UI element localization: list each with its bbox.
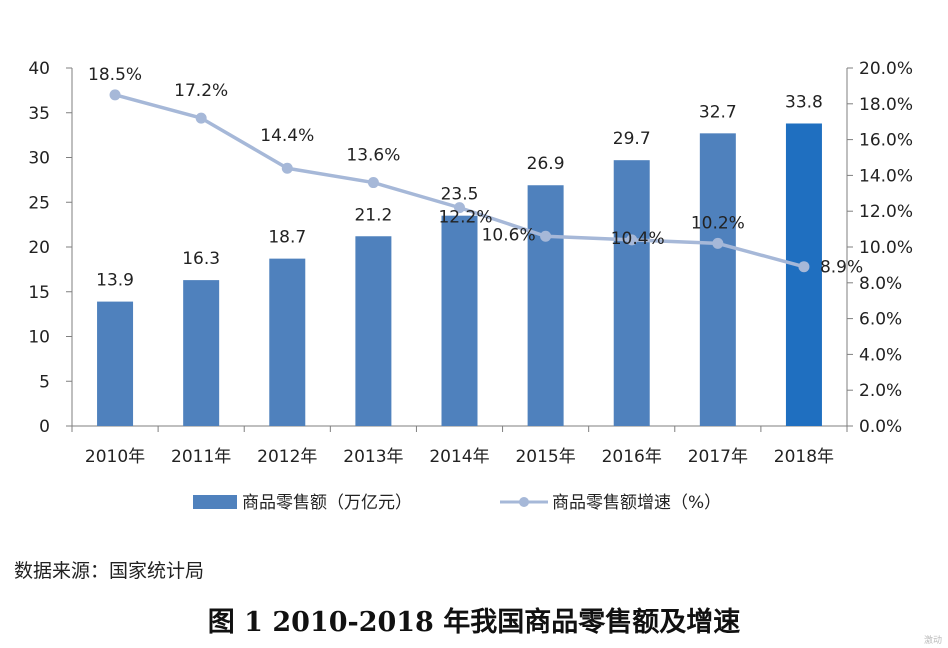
figure-caption: 图 1 2010-2018 年我国商品零售额及增速 xyxy=(207,607,741,638)
right-axis-tick-label: 14.0% xyxy=(859,166,913,186)
right-axis-tick-label: 4.0% xyxy=(859,345,902,365)
growth-value-label: 10.6% xyxy=(482,225,536,245)
bar xyxy=(183,280,220,426)
growth-point xyxy=(454,202,465,214)
right-axis-tick-label: 12.0% xyxy=(859,202,913,222)
left-axis-tick-label: 20 xyxy=(28,238,50,258)
bar-value-label: 16.3 xyxy=(182,249,220,269)
bar xyxy=(97,301,134,426)
legend-bar-label: 商品零售额（万亿元） xyxy=(242,493,412,513)
legend-line-marker xyxy=(519,497,529,507)
bar xyxy=(785,123,822,427)
chart: 0 5 10 15 20 25 30 35 40 0.0% 2.0% 4.0% 6.0% 8.0% 10.0… xyxy=(28,59,913,513)
right-axis-tick-label: 0.0% xyxy=(859,417,902,437)
growth-point xyxy=(281,162,293,174)
x-axis-tick-label: 2016年 xyxy=(602,447,662,467)
bar-value-label: 23.5 xyxy=(441,185,479,205)
growth-value-label: 10.2% xyxy=(691,213,745,233)
x-axis-tick-label: 2013年 xyxy=(343,447,403,467)
x-axis-tick-label: 2017年 xyxy=(688,447,748,467)
left-axis-tick-label: 0 xyxy=(39,417,50,437)
right-axis-tick-label: 18.0% xyxy=(859,95,913,115)
x-axis-tick-label: 2014年 xyxy=(429,447,489,467)
x-axis-tick-label: 2011年 xyxy=(171,447,231,467)
growth-point xyxy=(712,237,724,249)
growth-value-label: 12.2% xyxy=(438,208,492,228)
growth-value-label: 8.9% xyxy=(820,258,863,278)
bar-value-label: 32.7 xyxy=(699,102,737,122)
left-axis-tick-label: 30 xyxy=(28,149,50,169)
right-axis-tick-label: 8.0% xyxy=(859,274,902,294)
growth-value-label: 13.6% xyxy=(346,146,400,166)
right-axis-tick-label: 10.0% xyxy=(859,238,913,258)
growth-value-label: 17.2% xyxy=(174,81,228,101)
x-axis-tick-label: 2018年 xyxy=(774,447,834,467)
left-axis-tick-label: 40 xyxy=(28,59,50,79)
legend: 商品零售额（万亿元） 商品零售额增速（%） xyxy=(193,493,721,513)
growth-point xyxy=(367,177,379,189)
left-axis-tick-label: 10 xyxy=(28,328,50,348)
growth-point xyxy=(195,112,207,124)
chart-axes: 0 5 10 15 20 25 30 35 40 0.0% 2.0% 4.0% 6.0% 8.0% 10.0… xyxy=(28,59,913,467)
growth-value-label: 14.4% xyxy=(260,126,314,146)
watermark: 激动 xyxy=(923,636,942,646)
bar-value-label: 33.8 xyxy=(785,92,823,112)
bar-value-label: 13.9 xyxy=(96,271,134,291)
growth-point xyxy=(798,261,810,273)
data-source-note: 数据来源：国家统计局 xyxy=(14,560,205,582)
left-axis-tick-label: 35 xyxy=(28,104,50,124)
bar-value-label: 21.2 xyxy=(354,205,392,225)
right-axis-tick-label: 2.0% xyxy=(859,381,902,401)
bar-value-label: 26.9 xyxy=(527,154,565,174)
growth-point xyxy=(626,234,638,246)
bar xyxy=(269,258,306,426)
bar xyxy=(441,215,478,426)
growth-value-label: 18.5% xyxy=(88,65,142,85)
bar-series xyxy=(97,123,822,427)
legend-bar-swatch xyxy=(193,495,237,509)
left-axis-tick-label: 25 xyxy=(28,193,50,213)
left-axis-tick-label: 5 xyxy=(39,372,50,392)
x-axis-tick-label: 2010年 xyxy=(85,447,145,467)
bar xyxy=(699,133,736,426)
bar xyxy=(355,236,392,426)
growth-line-series xyxy=(109,89,810,273)
growth-point xyxy=(540,230,552,242)
right-axis-tick-label: 6.0% xyxy=(859,310,902,330)
x-axis-tick-label: 2012年 xyxy=(257,447,317,467)
x-axis-tick-label: 2015年 xyxy=(515,447,575,467)
data-labels: 13.9 16.3 18.7 21.2 23.5 26.9 29.7 32.7 33.8 18.5… xyxy=(88,65,863,291)
bar-value-label: 29.7 xyxy=(613,129,651,149)
legend-line-label: 商品零售额增速（%） xyxy=(552,493,721,513)
right-axis-tick-label: 20.0% xyxy=(859,59,913,79)
bar xyxy=(527,185,564,426)
right-axis-tick-label: 16.0% xyxy=(859,131,913,151)
bar-value-label: 18.7 xyxy=(268,228,306,248)
growth-point xyxy=(109,89,121,101)
growth-value-label: 10.4% xyxy=(611,229,665,249)
left-axis-tick-label: 15 xyxy=(28,283,50,303)
bar xyxy=(613,160,650,426)
